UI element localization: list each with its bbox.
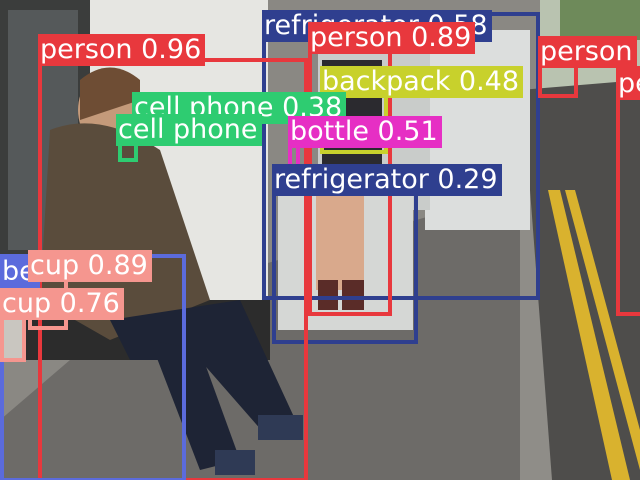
detection-label-person: person [538, 36, 637, 68]
detection-label-person: person 0.89 [308, 22, 476, 54]
detection-label-backpack: backpack 0.48 [320, 66, 524, 98]
detection-label-bottle: bottle 0.51 [288, 116, 442, 148]
detection-label-cell-phone: cell phone [116, 114, 262, 146]
detection-box-person [616, 66, 640, 316]
detection-label-cup: cup 0.89 [28, 250, 152, 282]
detection-label-person: person 0.96 [38, 34, 206, 66]
detection-label-person: pe [616, 68, 640, 100]
detection-label-refrigerator: refrigerator 0.29 [272, 164, 502, 196]
detection-label-cup: cup 0.76 [0, 288, 124, 320]
